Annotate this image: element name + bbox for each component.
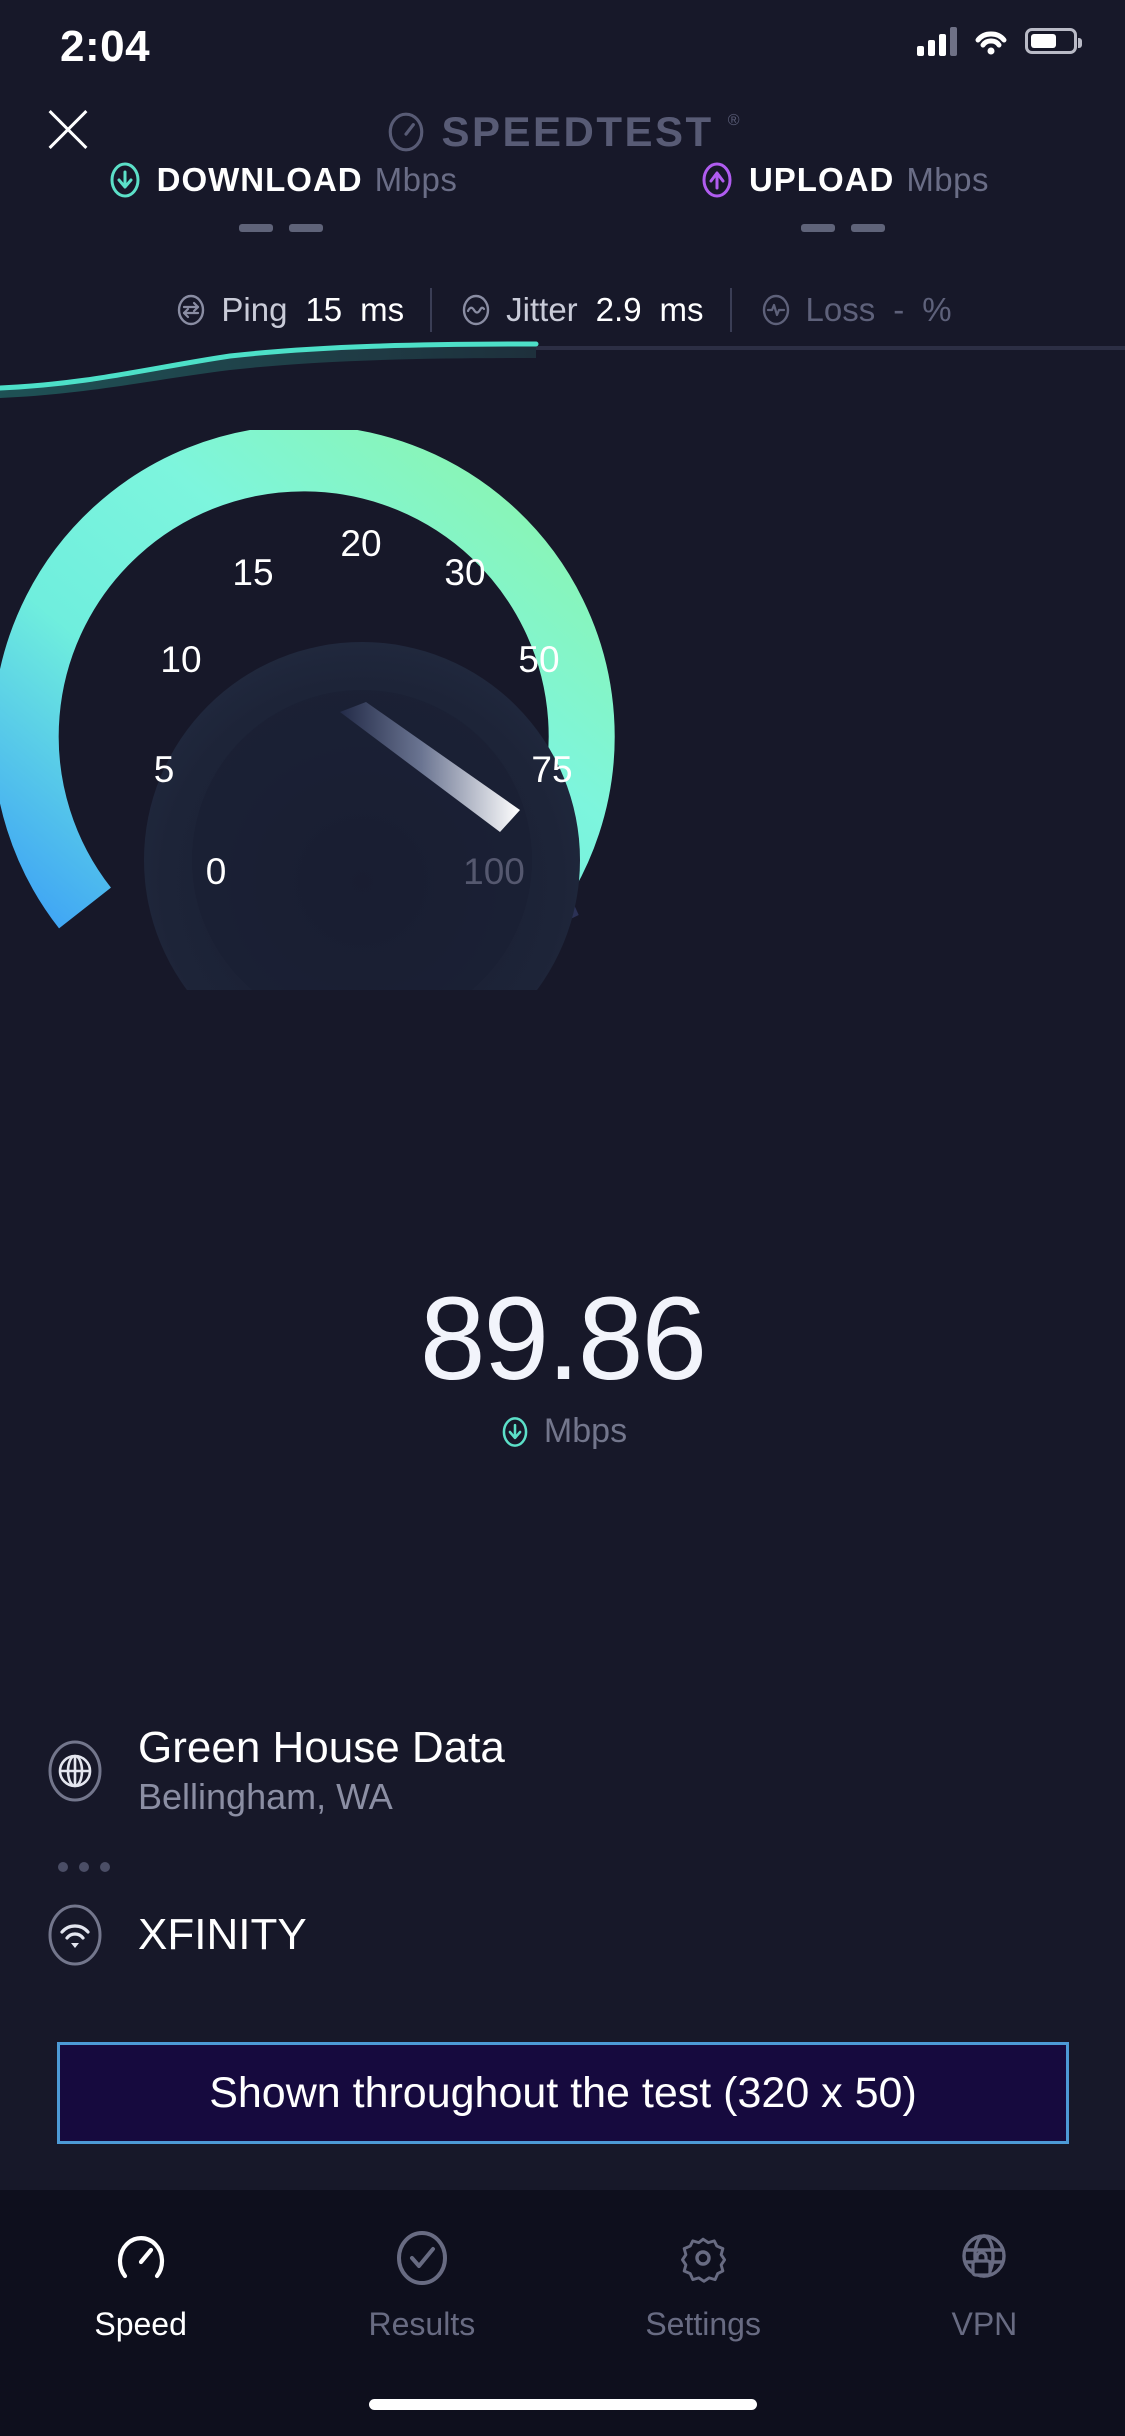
metric-ping-label: Ping bbox=[221, 291, 288, 328]
gauge-tick-75: 75 bbox=[531, 749, 573, 790]
server-text: Green House Data Bellingham, WA bbox=[138, 1722, 505, 1821]
metric-jitter-label: Jitter bbox=[506, 291, 578, 328]
metric-loss: Loss - % bbox=[732, 291, 978, 329]
status-bar-indicators bbox=[917, 26, 1082, 56]
download-value bbox=[0, 224, 562, 232]
check-circle-icon bbox=[396, 2231, 447, 2285]
download-label-group: DOWNLOAD Mbps bbox=[0, 160, 562, 200]
jitter-icon bbox=[462, 294, 490, 326]
metric-jitter-value: 2.9 bbox=[595, 291, 642, 328]
tab-settings-label: Settings bbox=[645, 2306, 761, 2342]
ad-banner-text: Shown throughout the test (320 x 50) bbox=[209, 2068, 917, 2117]
metric-loss-unit: % bbox=[922, 291, 952, 328]
speed-unit-group: Mbps bbox=[0, 1412, 1125, 1451]
server-location: Bellingham, WA bbox=[138, 1775, 393, 1817]
metric-jitter: Jitter 2.9 ms bbox=[432, 291, 729, 329]
metric-ping-value: 15 bbox=[305, 291, 343, 328]
wifi-icon bbox=[48, 1904, 102, 1966]
download-arrow-icon bbox=[502, 1416, 528, 1447]
gauge-tick-5: 5 bbox=[153, 749, 175, 790]
speedometer-icon bbox=[117, 2236, 164, 2279]
metric-ping: Ping 15 ms bbox=[147, 291, 430, 329]
speed-unit: Mbps bbox=[543, 1412, 628, 1450]
cellular-signal-icon bbox=[917, 26, 957, 56]
tab-vpn-label: VPN bbox=[951, 2306, 1018, 2342]
tab-speed[interactable]: Speed bbox=[0, 2228, 281, 2343]
metric-divider bbox=[430, 288, 433, 332]
gauge-tick-15: 15 bbox=[232, 552, 274, 593]
gear-icon bbox=[681, 2237, 727, 2283]
more-dots-icon[interactable] bbox=[58, 1862, 110, 1872]
speedometer-logo-icon bbox=[389, 112, 424, 152]
metric-loss-label: Loss bbox=[805, 291, 876, 328]
server-name: Green House Data bbox=[138, 1723, 505, 1772]
upload-value bbox=[562, 224, 1124, 232]
tab-results-label: Results bbox=[368, 2306, 476, 2342]
tab-vpn[interactable]: VPN bbox=[844, 2228, 1125, 2343]
metric-jitter-unit: ms bbox=[659, 291, 704, 328]
app-brand: SPEEDTEST ® bbox=[0, 108, 1125, 156]
gauge-tick-10: 10 bbox=[160, 639, 202, 680]
live-throughput-chart bbox=[0, 341, 1125, 398]
chart-glow bbox=[0, 343, 536, 398]
metric-loss-value: - bbox=[893, 291, 905, 328]
globe-icon bbox=[48, 1740, 102, 1802]
server-row[interactable]: Green House Data Bellingham, WA bbox=[42, 1722, 505, 1821]
metric-ping-unit: ms bbox=[360, 291, 405, 328]
gauge-tick-30: 30 bbox=[444, 552, 486, 593]
loss-icon bbox=[762, 294, 789, 326]
brand-name: SPEEDTEST bbox=[441, 108, 714, 155]
transfer-labels-row: DOWNLOAD Mbps UPLOAD Mbps bbox=[0, 160, 1125, 200]
wifi-icon bbox=[975, 31, 1007, 55]
gauge-tick-20: 20 bbox=[340, 523, 382, 564]
gauge-value-arc bbox=[0, 430, 615, 932]
ad-banner[interactable]: Shown throughout the test (320 x 50) bbox=[57, 2042, 1069, 2144]
bottom-tab-bar: Speed Results Settings bbox=[0, 2190, 1125, 2436]
gauge-tick-100: 100 bbox=[463, 851, 525, 892]
ping-icon bbox=[178, 294, 205, 326]
upload-unit: Mbps bbox=[906, 161, 990, 198]
upload-label: UPLOAD bbox=[748, 161, 895, 198]
tab-speed-label: Speed bbox=[94, 2306, 187, 2342]
gauge-tick-50: 50 bbox=[518, 639, 560, 680]
connection-row[interactable]: XFINITY bbox=[42, 1902, 307, 1968]
transfer-values-row bbox=[0, 224, 1125, 232]
brand-trademark: ® bbox=[727, 112, 740, 129]
chart-line bbox=[0, 341, 539, 391]
network-metrics-row: Ping 15 ms Jitter 2.9 ms Loss - % bbox=[0, 288, 1125, 332]
home-indicator[interactable] bbox=[368, 2399, 757, 2410]
gauge-needle bbox=[340, 702, 520, 832]
battery-icon bbox=[1025, 28, 1082, 54]
download-unit: Mbps bbox=[374, 161, 458, 198]
vpn-globe-lock-icon bbox=[962, 2234, 1007, 2278]
status-bar-clock: 2:04 bbox=[60, 22, 151, 71]
tab-results[interactable]: Results bbox=[281, 2228, 562, 2343]
speed-readout: 89.86 Mbps bbox=[0, 1280, 1125, 1451]
connection-name: XFINITY bbox=[138, 1910, 307, 1960]
upload-arrow-icon bbox=[702, 162, 732, 198]
metric-divider bbox=[729, 288, 732, 332]
speed-value: 89.86 bbox=[419, 1273, 707, 1405]
gauge-tick-0: 0 bbox=[205, 851, 227, 892]
upload-label-group: UPLOAD Mbps bbox=[562, 160, 1124, 200]
status-bar: 2:04 bbox=[0, 0, 1125, 100]
tab-settings[interactable]: Settings bbox=[563, 2228, 844, 2343]
speed-gauge bbox=[0, 430, 615, 990]
download-label: DOWNLOAD bbox=[156, 161, 363, 198]
download-arrow-icon bbox=[110, 162, 140, 198]
